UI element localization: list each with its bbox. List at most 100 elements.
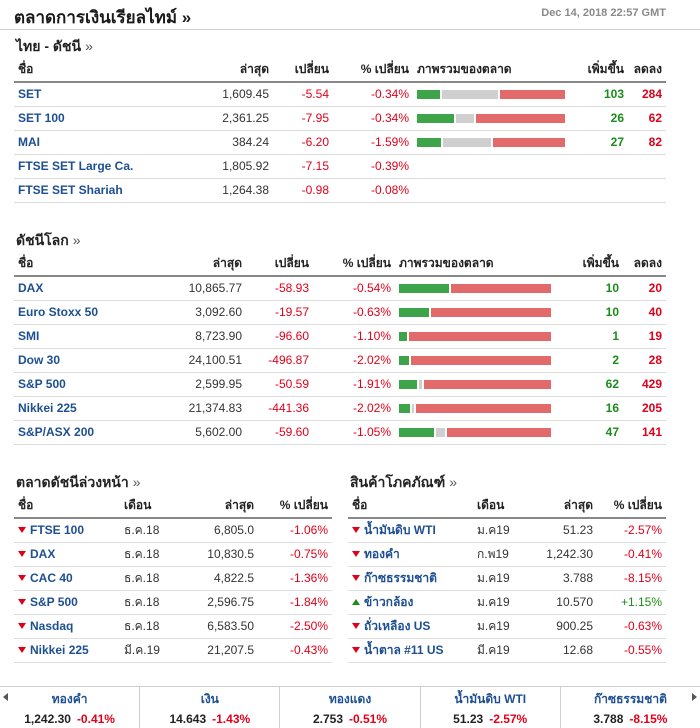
percent-change: -1.05% [313, 420, 395, 445]
ticker-scroll-right[interactable] [686, 687, 700, 728]
arrow-down-icon [352, 646, 360, 653]
index-name[interactable]: Euro Stoxx 50 [14, 300, 134, 325]
breadth-down-segment [411, 355, 551, 365]
table-row[interactable]: S&P/ASX 200 5,602.00 -59.60 -1.05% 47 141 [14, 420, 666, 445]
table-header: ชื่อ ล่าสุด เปลี่ยน % เปลี่ยน ภาพรวมของต… [14, 252, 666, 277]
index-name[interactable]: Nikkei 225 [14, 396, 134, 421]
index-name[interactable]: DAX [14, 276, 134, 301]
table-row[interactable]: ก๊าซธรรมชาติ ม.ค19 3.788 -8.15% [348, 566, 666, 591]
index-name[interactable]: FTSE SET Large Ca. [14, 154, 151, 179]
ticker-item[interactable]: เงิน 14.643 -1.43% [139, 687, 279, 728]
table-row[interactable]: Euro Stoxx 50 3,092.60 -19.57 -0.63% 10 40 [14, 300, 666, 325]
instrument-name-cell[interactable]: ทองคำ [348, 542, 473, 567]
table-row[interactable]: FTSE SET Shariah 1,264.38 -0.98 -0.08% [14, 178, 666, 203]
ticker-item[interactable]: ทองแดง 2.753 -0.51% [279, 687, 419, 728]
ticker-item[interactable]: ก๊าซธรรมชาติ 3.788 -8.15% [559, 687, 700, 728]
table-row[interactable]: Nikkei 225 มี.ค.19 21,207.5 -0.43% [14, 638, 332, 663]
table-row[interactable]: FTSE 100 ธ.ค.18 6,805.0 -1.06% [14, 518, 332, 543]
table-row[interactable]: SET 1,609.45 -5.54 -0.34% 103 284 [14, 82, 666, 107]
table-row[interactable]: ทองคำ ก.พ19 1,242.30 -0.41% [348, 542, 666, 567]
commodities-section-title[interactable]: สินค้าโภคภัณฑ์» [350, 472, 457, 494]
ticker-name[interactable]: ทองแดง [328, 692, 372, 706]
instrument-name-cell[interactable]: ก๊าซธรรมชาติ [348, 566, 473, 591]
instrument-name[interactable]: ทองคำ [364, 546, 400, 561]
instrument-name-cell[interactable]: Nasdaq [14, 614, 120, 639]
ticker-name[interactable]: น้ำมันดิบ WTI [454, 692, 527, 706]
col-overview: ภาพรวมของตลาด [413, 58, 569, 83]
market-overview-cell [413, 178, 569, 203]
change-value: -19.57 [246, 300, 313, 325]
ticker-name[interactable]: ทองคำ [51, 692, 88, 706]
advances-count: 1 [555, 324, 623, 349]
last-value: 900.25 [533, 614, 597, 639]
table-row[interactable]: ถั่วเหลือง US ม.ค19 900.25 -0.63% [348, 614, 666, 639]
instrument-name-cell[interactable]: Nikkei 225 [14, 638, 120, 663]
table-row[interactable]: FTSE SET Large Ca. 1,805.92 -7.15 -0.39% [14, 154, 666, 179]
ticker-name[interactable]: ก๊าซธรรมชาติ [593, 692, 667, 706]
instrument-name[interactable]: Nikkei 225 [30, 643, 89, 657]
table-row[interactable]: Dow 30 24,100.51 -496.87 -2.02% 2 28 [14, 348, 666, 373]
instrument-name[interactable]: ข้าวกล้อง [364, 594, 414, 609]
table-row[interactable]: น้ำตาล #11 US มี.ค19 12.68 -0.55% [348, 638, 666, 663]
table-row[interactable]: CAC 40 ธ.ค.18 4,822.5 -1.36% [14, 566, 332, 591]
index-name[interactable]: SET [14, 82, 151, 107]
instrument-name[interactable]: น้ำตาล #11 US [364, 642, 444, 657]
index-name[interactable]: SET 100 [14, 106, 151, 131]
percent-change: +1.15% [597, 590, 666, 615]
table-row[interactable]: DAX 10,865.77 -58.93 -0.54% 10 20 [14, 276, 666, 301]
table-row[interactable]: DAX ธ.ค.18 10,830.5 -0.75% [14, 542, 332, 567]
table-row[interactable]: S&P 500 ธ.ค.18 2,596.75 -1.84% [14, 590, 332, 615]
instrument-name[interactable]: ถั่วเหลือง US [364, 618, 431, 633]
instrument-name-cell[interactable]: DAX [14, 542, 120, 567]
index-name[interactable]: S&P 500 [14, 372, 134, 397]
ticker-values: 1,242.30 -0.41% [0, 712, 139, 726]
futures-section-title[interactable]: ตลาดดัชนีล่วงหน้า» [16, 472, 141, 494]
instrument-name-cell[interactable]: ถั่วเหลือง US [348, 614, 473, 639]
ticker-scroll-left[interactable] [0, 687, 14, 728]
instrument-name-cell[interactable]: น้ำตาล #11 US [348, 638, 473, 663]
instrument-name[interactable]: CAC 40 [30, 571, 73, 585]
instrument-name[interactable]: น้ำมันดิบ WTI [364, 522, 436, 537]
instrument-name-cell[interactable]: ข้าวกล้อง [348, 590, 473, 615]
market-overview-cell [395, 300, 555, 325]
contract-month: มี.ค.19 [120, 638, 186, 663]
table-row[interactable]: SMI 8,723.90 -96.60 -1.10% 1 19 [14, 324, 666, 349]
table-row[interactable]: S&P 500 2,599.95 -50.59 -1.91% 62 429 [14, 372, 666, 397]
page-title[interactable]: ตลาดการเงินเรียลไทม์ » [14, 8, 192, 27]
instrument-name[interactable]: DAX [30, 547, 56, 561]
index-name[interactable]: MAI [14, 130, 151, 155]
index-name[interactable]: S&P/ASX 200 [14, 420, 134, 445]
table-row[interactable]: Nikkei 225 21,374.83 -441.36 -2.02% 16 205 [14, 396, 666, 421]
last-value: 5,602.00 [134, 420, 246, 445]
table-row[interactable]: SET 100 2,361.25 -7.95 -0.34% 26 62 [14, 106, 666, 131]
breadth-up-segment [399, 427, 434, 437]
ticker-item[interactable]: น้ำมันดิบ WTI 51.23 -2.57% [419, 687, 560, 728]
last-value: 51.23 [533, 518, 597, 543]
futures-table: ชื่อ เดือน ล่าสุด % เปลี่ยน FTSE 100 ธ.ค.… [14, 494, 332, 663]
instrument-name-cell[interactable]: S&P 500 [14, 590, 120, 615]
world-section-title[interactable]: ดัชนีโลก» [16, 230, 81, 252]
instrument-name[interactable]: Nasdaq [30, 619, 74, 633]
instrument-name-cell[interactable]: น้ำมันดิบ WTI [348, 518, 473, 543]
index-name[interactable]: Dow 30 [14, 348, 134, 373]
table-row[interactable]: ข้าวกล้อง ม.ค19 10.570 +1.15% [348, 590, 666, 615]
table-row[interactable]: น้ำมันดิบ WTI ม.ค19 51.23 -2.57% [348, 518, 666, 543]
instrument-name[interactable]: ก๊าซธรรมชาติ [364, 570, 437, 585]
instrument-name-cell[interactable]: FTSE 100 [14, 518, 120, 543]
instrument-name[interactable]: S&P 500 [30, 595, 78, 609]
percent-change: -2.50% [258, 614, 332, 639]
declines-count: 40 [623, 300, 666, 325]
ticker-name[interactable]: เงิน [200, 692, 219, 706]
ticker-change: -1.43% [212, 712, 251, 726]
index-name[interactable]: FTSE SET Shariah [14, 178, 151, 203]
instrument-name[interactable]: FTSE 100 [30, 523, 85, 538]
thai-section-title[interactable]: ไทย - ดัชนี» [16, 36, 93, 58]
col-pct: % เปลี่ยน [597, 494, 666, 519]
table-row[interactable]: MAI 384.24 -6.20 -1.59% 27 82 [14, 130, 666, 155]
table-row[interactable]: Nasdaq ธ.ค.18 6,583.50 -2.50% [14, 614, 332, 639]
ticker-values: 3.788 -8.15% [561, 712, 700, 726]
index-name[interactable]: SMI [14, 324, 134, 349]
col-pct: % เปลี่ยน [333, 58, 413, 83]
instrument-name-cell[interactable]: CAC 40 [14, 566, 120, 591]
ticker-item[interactable]: ทองคำ 1,242.30 -0.41% [0, 687, 139, 728]
